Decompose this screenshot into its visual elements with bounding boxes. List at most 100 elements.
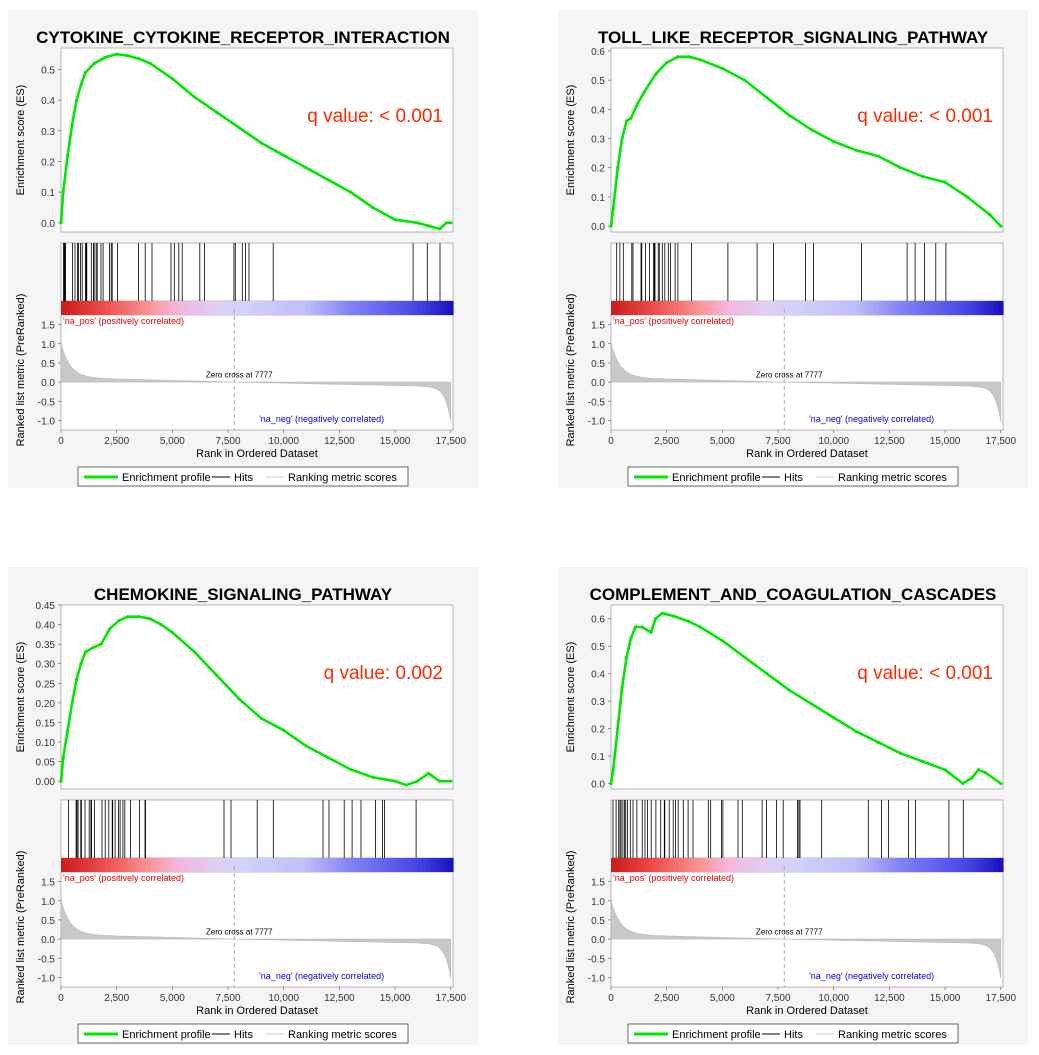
rank-color-segment [230,858,236,872]
rank-color-segment [421,301,427,315]
x-tick-label: 7,500 [216,436,241,447]
enrichment-point [90,646,94,650]
rank-color-segment [642,858,648,872]
chart-title: CYTOKINE_CYTOKINE_RECEPTOR_INTERACTION [36,28,450,47]
rank-color-segment [815,858,821,872]
rank-color-segment [887,301,893,315]
x-tick-label: 5,000 [710,436,735,447]
rank-color-segment [878,858,884,872]
rank-color-segment [172,301,178,315]
rank-color-segment [270,858,276,872]
enrichment-point [215,673,219,678]
rank-color-segment [435,301,441,315]
rank-color-segment [167,858,173,872]
rank-color-segment [297,858,303,872]
rank-color-segment [646,858,652,872]
x-tick-label: 17,500 [985,993,1016,1004]
rank-color-segment [404,301,410,315]
metric-plot-area [610,871,1004,988]
rank-color-segment [713,858,719,872]
rank-color-segment [722,301,728,315]
rank-color-segment [811,858,817,872]
metric-y-tick-label: -0.5 [38,954,56,965]
rank-color-segment [784,858,790,872]
rank-color-segment [731,858,737,872]
rank-color-segment [864,301,870,315]
rank-color-segment [994,301,1000,315]
enrichment-point [653,72,658,76]
enrichment-point [665,61,669,65]
neg-correlated-label: 'na_neg' (negatively correlated) [259,971,384,981]
rank-color-segment [127,301,133,315]
rank-color-segment [426,858,432,872]
rank-color-segment [668,301,674,315]
rank-color-segment [417,858,423,872]
x-axis-label: Rank in Ordered Dataset [196,1005,318,1017]
rank-color-segment [212,301,218,315]
metric-y-tick-label: -0.5 [588,954,606,965]
enrichment-point [809,702,814,706]
enrichment-point [282,153,286,157]
x-tick-label: 10,000 [818,436,849,447]
rank-color-segment [833,301,839,315]
rank-color-segment [167,301,173,315]
rank-color-segment [248,301,254,315]
rank-color-segment [386,301,392,315]
es-axis-label: Enrichment score (ES) [15,85,27,196]
x-tick-label: 5,000 [710,993,735,1004]
rank-color-segment [677,301,683,315]
enrichment-point [61,190,65,194]
q-value-label: q value: 0.002 [324,663,443,684]
enrichment-point [999,781,1003,786]
rank-color-segment [163,858,169,872]
enrichment-point [83,650,88,654]
rank-color-segment [208,858,214,872]
rank-color-segment [372,301,378,315]
enrichment-point [620,685,624,689]
legend-hits-label: Hits [784,472,803,484]
rank-color-segment [811,301,817,315]
neg-correlated-label: 'na_neg' (negatively correlated) [809,971,934,981]
rank-color-segment [909,301,915,315]
enrichment-point [74,98,79,102]
rank-color-segment [225,858,231,872]
x-tick-label: 12,500 [324,436,355,447]
rank-color-segment [319,301,325,315]
es-axis-label: Enrichment score (ES) [565,642,577,753]
rank-color-segment [127,858,133,872]
gsea-plot-toll-like: TOLL_LIKE_RECEPTOR_SIGNALING_PATHWAY 0.0 0… [558,10,1028,488]
es-y-tick-label: 0.00 [36,777,56,788]
metric-y-tick-label: -1.0 [588,973,606,984]
enrichment-point [787,688,791,692]
rank-color-segment [323,301,329,315]
chart-svg: CHEMOKINE_SIGNALING_PATHWAY0.000.050.100… [15,585,467,1044]
rank-color-segment [412,301,418,315]
rank-color-segment [101,301,107,315]
rank-color-segment [265,301,271,315]
enrichment-point [215,110,219,114]
hits-group [616,243,947,301]
rank-color-segment [172,858,178,872]
rank-color-segment [838,301,844,315]
rank-color-segment [355,301,361,315]
enrichment-point [449,779,453,783]
rank-color-segment [203,301,209,315]
enrichment-point [137,615,141,619]
metric-y-tick-label: 1.0 [591,897,605,908]
rank-color-segment [655,301,661,315]
rank-color-segment [306,301,312,315]
rank-color-segment [346,301,352,315]
rank-color-bar [611,301,1004,315]
enrichment-point [921,174,925,179]
rank-color-bar [61,301,454,315]
legend-enrichment-label: Enrichment profile [672,472,761,484]
rank-color-segment [726,858,732,872]
enrichment-point [449,221,453,225]
rank-color-segment [905,301,911,315]
rank-color-segment [758,301,764,315]
x-tick-label: 15,000 [930,436,961,447]
rank-color-segment [136,858,142,872]
rank-color-segment [314,301,320,315]
rank-color-segment [624,858,630,872]
rank-color-segment [945,858,951,872]
